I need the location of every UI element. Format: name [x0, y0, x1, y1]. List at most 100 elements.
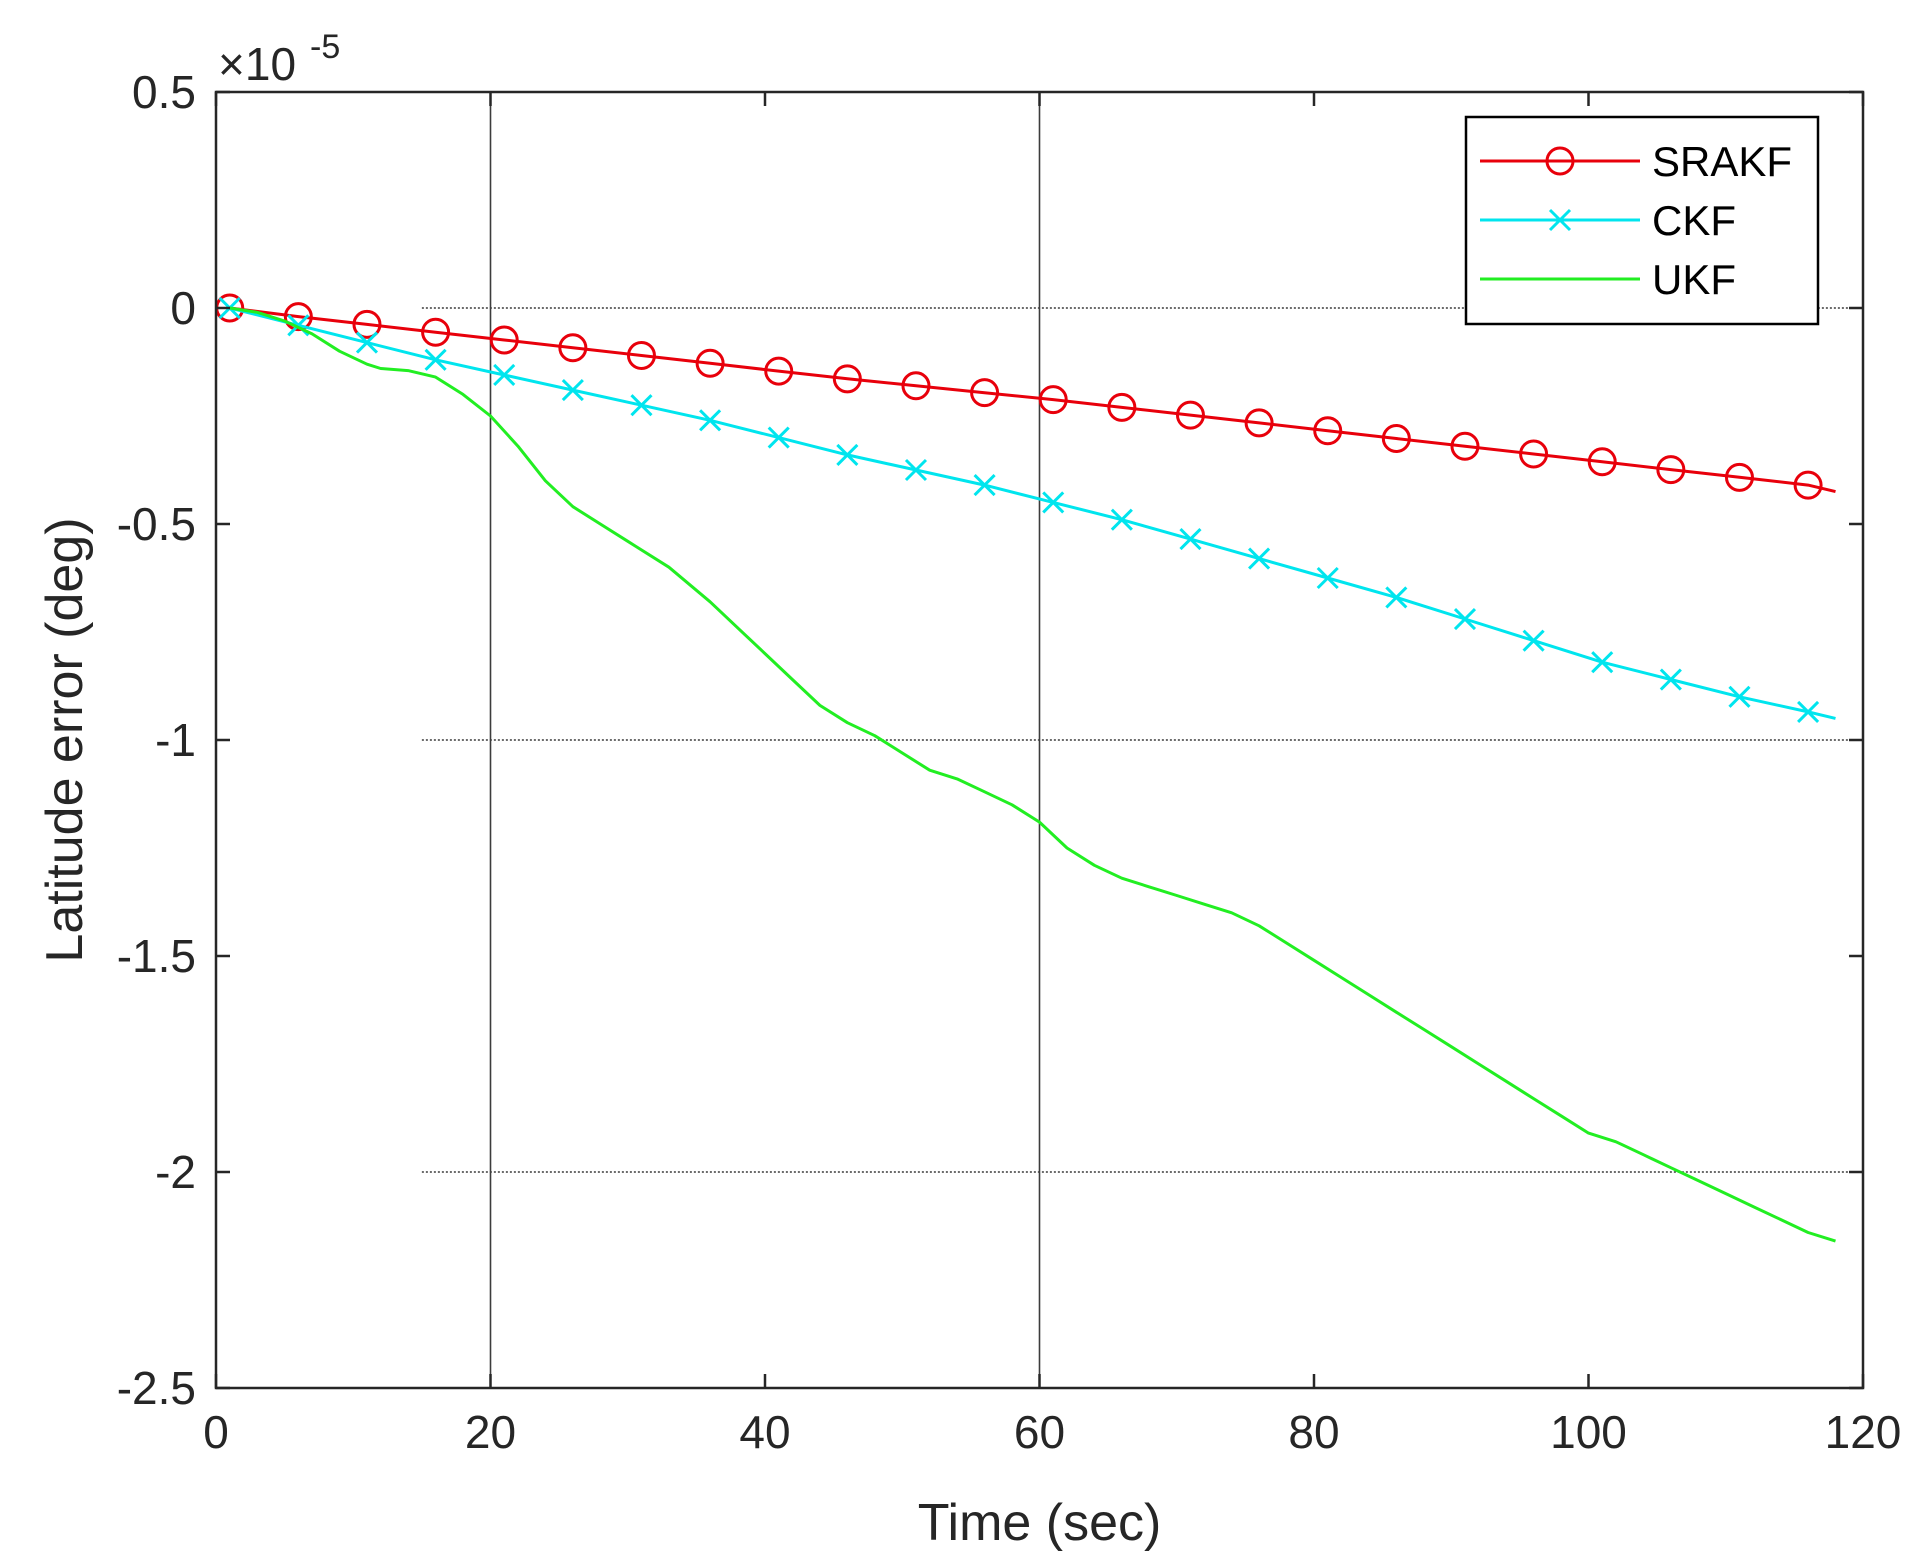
data-point-x-stroke [287, 314, 310, 337]
data-point-x-stroke [1316, 566, 1339, 590]
data-point-circle [1244, 408, 1274, 438]
series-srakf [215, 293, 1836, 500]
data-point-x [1248, 547, 1271, 570]
data-point-x-stroke [1453, 607, 1477, 631]
series-line-srakf [229, 306, 1836, 494]
data-point-x-stroke [904, 458, 928, 482]
data-point-x [973, 474, 996, 497]
y-tick-label: 0.5 [132, 66, 196, 118]
data-point-x [355, 331, 379, 354]
y-tick-label: 0 [170, 282, 196, 334]
data-point-circle [1519, 439, 1549, 469]
data-point-circle [901, 371, 931, 401]
y-axis-label: Latitude error (deg) [36, 517, 94, 962]
y-exponent-power: -5 [310, 28, 340, 66]
data-point-circle [1793, 470, 1823, 500]
x-tick-label: 40 [739, 1406, 790, 1458]
data-point-x [836, 443, 859, 466]
data-point-x-stroke [973, 474, 996, 497]
data-point-x [1453, 607, 1477, 631]
series-line-ukf [229, 306, 1836, 1243]
y-tick-label: -2 [155, 1146, 196, 1198]
data-point-x-stroke [1385, 586, 1408, 609]
data-point-circle [1724, 462, 1754, 492]
series-ckf [218, 296, 1836, 723]
data-point-circle [1656, 455, 1686, 485]
data-point-x-stroke [355, 331, 379, 354]
data-point-x [1591, 651, 1614, 674]
data-point-circle [352, 309, 382, 339]
data-point-x [493, 363, 516, 387]
data-point-x-stroke [1728, 685, 1751, 708]
data-point-circle [695, 348, 725, 378]
data-point-circle [283, 302, 313, 332]
data-point-x-stroke [1522, 629, 1545, 652]
x-tick-label: 120 [1825, 1406, 1902, 1458]
data-point-x-stroke [767, 426, 790, 449]
data-point-x-stroke [699, 409, 722, 432]
data-point-circle [421, 317, 451, 347]
data-point-circle [558, 333, 588, 363]
data-point-x-stroke [424, 348, 447, 371]
data-point-circle [1107, 392, 1137, 422]
data-point-x-stroke [1797, 700, 1820, 723]
data-point-circle [970, 378, 1000, 408]
legend-items: SRAKF CKF UKF [1480, 138, 1792, 303]
data-point-circle [489, 325, 519, 355]
y-tick-label: -0.5 [117, 498, 196, 550]
x-axis-label: Time (sec) [918, 1494, 1162, 1552]
data-point-circle [1545, 146, 1575, 176]
data-point-circle [832, 364, 862, 394]
legend: SRAKF CKF UKF [1464, 115, 1820, 326]
data-point-x [630, 394, 653, 417]
data-point-x [1179, 528, 1202, 551]
x-tick-label: 60 [1014, 1406, 1065, 1458]
data-point-x [561, 379, 584, 402]
series-layer [215, 293, 1836, 1243]
data-point-x-stroke [1548, 208, 1572, 232]
data-point-x [699, 409, 722, 432]
data-point-circle [1587, 447, 1617, 477]
x-tick-label: 0 [203, 1406, 229, 1458]
legend-item-srakf: SRAKF [1480, 138, 1792, 185]
data-point-x-stroke [561, 379, 584, 402]
y-tick-label: -1.5 [117, 930, 196, 982]
data-point-x [1042, 491, 1065, 514]
y-tick-label: -1 [155, 714, 196, 766]
data-point-x [1110, 508, 1133, 531]
y-exponent-label: ×10 [218, 38, 296, 90]
data-point-x-stroke [630, 394, 653, 417]
legend-item-ckf: CKF [1480, 197, 1736, 244]
x-tick-label: 100 [1550, 1406, 1627, 1458]
data-point-circle [1038, 385, 1068, 415]
axis-ticks: 0 20 40 60 80 100 120 0.5 0 -0.5 -1 -1.5 -2 -2.5 [117, 66, 1902, 1458]
data-point-x [1797, 700, 1820, 723]
data-point-x [424, 348, 447, 371]
data-point-x-stroke [1659, 668, 1682, 691]
data-point-circle [1313, 416, 1343, 446]
data-point-x [1316, 566, 1339, 590]
data-point-x [904, 458, 928, 482]
data-point-x [1522, 629, 1545, 652]
data-point-x-stroke [1042, 491, 1065, 514]
data-point-circle [1175, 400, 1205, 430]
data-point-circle [1381, 423, 1411, 453]
data-point-x [1728, 685, 1751, 708]
series-ukf [229, 306, 1836, 1243]
data-point-x-stroke [1110, 508, 1133, 531]
data-point-x [1385, 586, 1408, 609]
data-point-circle [764, 356, 794, 386]
legend-item-ukf: UKF [1480, 256, 1736, 303]
data-point-circle [1450, 431, 1480, 461]
data-point-x-stroke [493, 363, 516, 387]
legend-label: CKF [1652, 197, 1736, 244]
data-point-x-stroke [1591, 651, 1614, 674]
x-tick-label: 80 [1288, 1406, 1339, 1458]
data-point-x [767, 426, 790, 449]
y-tick-label: -2.5 [117, 1362, 196, 1414]
data-point-x [1548, 208, 1572, 232]
legend-label: UKF [1652, 256, 1736, 303]
data-point-x-stroke [836, 443, 859, 466]
data-point-x-stroke [1248, 547, 1271, 570]
